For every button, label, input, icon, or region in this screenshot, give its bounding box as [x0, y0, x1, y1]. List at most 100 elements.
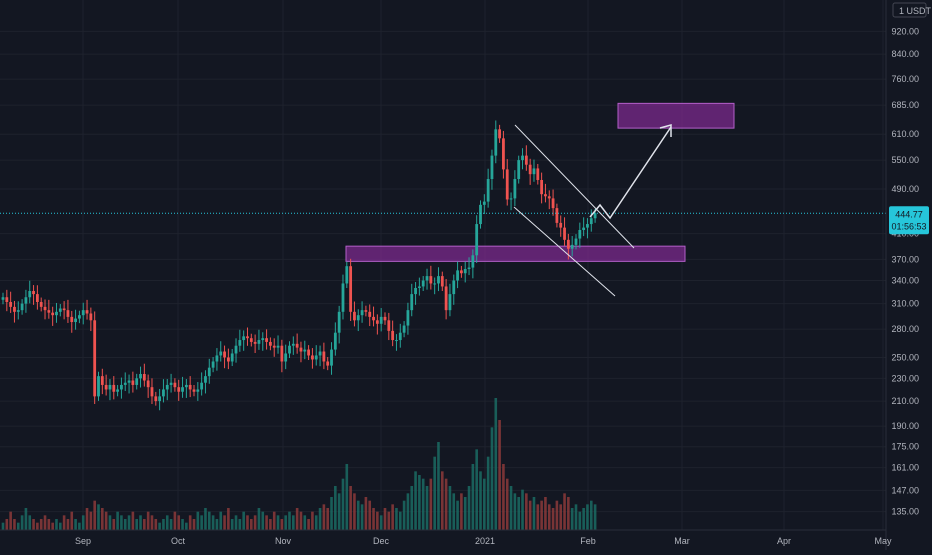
volume-bar	[574, 504, 578, 530]
candle-body	[322, 351, 326, 362]
volume-bar	[93, 500, 96, 530]
volume-bar	[51, 522, 54, 530]
time-tick-label: May	[874, 536, 892, 546]
candle-body	[200, 382, 204, 390]
volume-bar	[123, 519, 127, 530]
volume-bar	[196, 511, 200, 530]
volume-bar	[353, 493, 356, 530]
volume-bar	[169, 519, 173, 530]
candle-body	[249, 338, 253, 342]
volume-bar	[173, 511, 177, 530]
candle-body	[158, 396, 162, 402]
candle-body	[184, 384, 188, 388]
candle-body	[578, 230, 582, 239]
candle-body	[345, 266, 349, 284]
candle-body	[299, 347, 303, 352]
volume-bar	[280, 519, 284, 530]
volume-bar	[108, 515, 112, 530]
volume-bar	[441, 471, 444, 530]
candle-body	[589, 218, 593, 225]
candle-body	[379, 316, 383, 324]
target-zone	[617, 102, 735, 129]
price-tick-label: 310.00	[891, 299, 919, 309]
volume-bar	[547, 504, 551, 530]
volume-bar	[437, 442, 440, 530]
volume-bar	[120, 515, 123, 530]
price-axis[interactable]: 135.00 147.00 161.00 175.00 190.00 210.00 230.…	[885, 0, 932, 550]
volume-bar	[207, 511, 211, 530]
candle-body	[173, 382, 177, 388]
candle-body	[307, 349, 310, 356]
volume-bar	[32, 519, 35, 530]
volume-bar	[475, 449, 478, 530]
wedge-lower-line	[513, 206, 616, 297]
candle-body	[479, 204, 482, 225]
volume-bar	[467, 486, 471, 530]
trend-drawings	[0, 124, 886, 297]
volume-bar	[146, 511, 150, 530]
volume-bar	[456, 500, 459, 530]
volume-bar	[402, 500, 406, 530]
volume-bar	[425, 486, 429, 530]
volume-bar	[513, 493, 517, 530]
volume-bar	[139, 515, 142, 530]
candle-body	[524, 155, 528, 165]
candle-body	[509, 198, 513, 200]
volume-bar	[452, 493, 456, 530]
volume-bar	[490, 427, 494, 530]
candle-body	[570, 244, 574, 249]
candle-body	[586, 224, 589, 228]
candle-body	[502, 138, 505, 170]
candle-body	[78, 315, 81, 319]
candle-body	[536, 168, 540, 180]
volume-bar	[544, 497, 547, 530]
candle-body	[448, 294, 452, 311]
volume-bar	[360, 504, 364, 530]
volume-bar	[345, 464, 349, 530]
candle-body	[261, 338, 265, 341]
volume-bar	[81, 515, 85, 530]
candle-body	[417, 286, 421, 288]
candle-body	[383, 316, 387, 321]
volume-bar	[78, 522, 81, 530]
candle-body	[482, 201, 486, 205]
candle-body	[253, 341, 257, 344]
candle-body	[104, 384, 108, 390]
last-price-value: 444.77	[895, 209, 923, 219]
volume-bar	[97, 504, 100, 530]
volume-bar	[364, 497, 368, 530]
candle-body	[112, 384, 116, 392]
volume-bar	[299, 511, 303, 530]
candle-body	[35, 294, 39, 303]
candle-body	[364, 310, 368, 312]
candle-body	[177, 387, 181, 392]
volume-bar	[356, 500, 360, 530]
volume-bar	[311, 511, 314, 530]
volume-bar	[200, 515, 203, 530]
candle-body	[230, 353, 234, 362]
candle-body	[272, 345, 276, 348]
candle-body	[467, 267, 471, 269]
volume-bar	[410, 486, 414, 530]
candle-body	[13, 306, 16, 312]
candle-body	[559, 222, 563, 228]
volume-bar	[334, 486, 337, 530]
volume-bar	[563, 493, 566, 530]
candle-body	[89, 313, 93, 321]
candle-body	[16, 310, 20, 312]
volume-bar	[85, 508, 89, 530]
volume-bar	[376, 511, 379, 530]
candle-body	[196, 389, 200, 392]
volume-bar	[116, 511, 119, 530]
price-tick-label: 840.00	[891, 49, 919, 59]
candle-body	[154, 396, 158, 402]
volume-bar	[181, 519, 184, 530]
candle-body	[375, 320, 379, 324]
time-axis[interactable]: Sep Oct Nov Dec 2021 Feb Mar Apr May	[0, 529, 892, 546]
volume-bar	[13, 519, 16, 530]
candle-body	[257, 340, 261, 344]
candle-body	[127, 380, 131, 383]
volume-bar	[295, 508, 299, 530]
